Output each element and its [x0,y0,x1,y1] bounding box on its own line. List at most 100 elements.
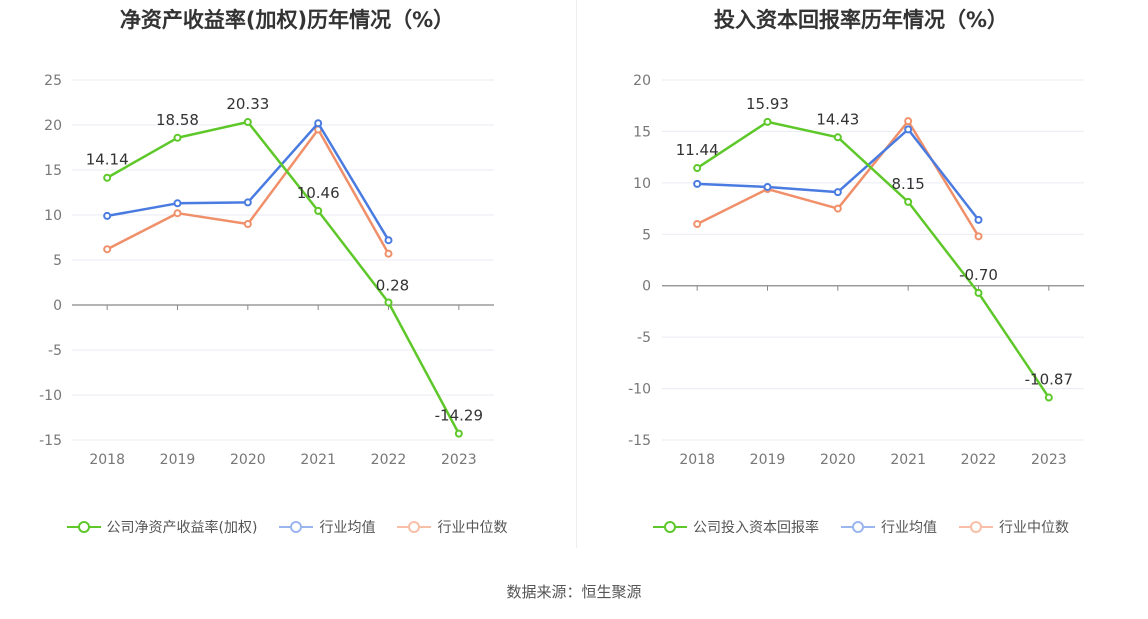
legend-item-median[interactable]: 行业中位数 [397,517,507,537]
legend-line-circle-icon [279,520,314,534]
y-tick-label: 15 [44,163,62,179]
data-label: 18.58 [156,111,199,129]
data-point-company[interactable] [763,117,772,126]
x-tick-label: 2022 [371,452,407,468]
legend-item-avg[interactable]: 行业均值 [841,517,937,537]
y-tick-label: 15 [633,124,651,140]
data-point-median[interactable] [173,209,182,218]
data-point-median[interactable] [833,204,842,213]
roic-chart-panel: 投入资本回报率历年情况（%） 20 15 10 5 0 -5 -10 -15 2018 2019 2… [574,0,1148,560]
x-tick-label: 2023 [441,452,477,468]
x-tick-label: 2022 [961,452,997,468]
data-point-company[interactable] [103,173,112,182]
data-label: -14.29 [435,407,483,425]
roic-line-chart: 20 15 10 5 0 -5 -10 -15 2018 2019 2020 2021 2022 2023… [628,73,1084,468]
legend-label: 公司净资产收益率(加权) [106,520,258,536]
x-tick-label: 2023 [1031,452,1067,468]
data-point-median[interactable] [904,117,913,126]
data-point-company[interactable] [904,197,913,206]
legend-label: 公司投入资本回报率 [693,520,819,536]
data-source-note: 数据来源：恒生聚源 [506,583,642,601]
data-point-company[interactable] [243,118,252,127]
data-label: -0.70 [959,266,998,284]
data-point-avg[interactable] [693,179,702,188]
data-point-company[interactable] [173,133,182,142]
legend-label: 行业均值 [881,520,937,536]
y-tick-label: 25 [44,73,62,89]
x-tick-label: 2018 [89,452,125,468]
data-point-avg[interactable] [833,188,842,197]
y-tick-label: 5 [53,253,62,269]
data-point-avg[interactable] [974,215,983,224]
data-point-avg[interactable] [103,211,112,220]
data-point-avg[interactable] [384,236,393,245]
data-point-company[interactable] [693,164,702,173]
data-point-avg[interactable] [763,182,772,191]
legend-label: 行业均值 [319,520,376,536]
y-tick-label: -15 [39,433,62,449]
y-tick-label: -5 [48,343,62,359]
y-tick-label: 0 [53,298,62,314]
series-line-company [106,120,460,435]
y-tick-label: 0 [642,279,651,295]
y-tick-label: 5 [642,227,651,243]
x-tick-label: 2019 [160,452,196,468]
chart-legend: 公司净资产收益率(加权) 行业均值 行业中位数 [0,517,574,537]
data-label: 14.43 [816,110,859,128]
y-tick-label: -15 [628,433,651,449]
y-tick-label: -10 [39,388,62,404]
y-tick-label: -5 [637,330,651,346]
legend-line-circle-icon [397,520,432,534]
data-point-avg[interactable] [314,119,323,128]
data-point-avg[interactable] [173,199,182,208]
legend-item-avg[interactable]: 行业均值 [279,517,375,537]
data-point-median[interactable] [243,220,252,228]
y-tick-label: 10 [44,208,62,224]
x-tick-label: 2020 [820,452,856,468]
data-point-company[interactable] [454,429,463,438]
data-point-company[interactable] [314,206,323,215]
x-tick-label: 2018 [679,452,715,468]
data-label: 20.33 [226,95,269,113]
y-tick-label: 10 [633,176,651,192]
x-tick-label: 2021 [890,452,926,468]
y-tick-label: 20 [633,73,651,89]
legend-line-circle-icon [653,520,687,534]
legend-item-median[interactable]: 行业中位数 [959,517,1069,537]
data-point-company[interactable] [833,133,842,142]
data-point-company[interactable] [384,298,393,307]
data-label: 10.46 [297,184,340,202]
x-tick-label: 2019 [750,452,786,468]
data-point-avg[interactable] [904,125,913,134]
legend-label: 行业中位数 [437,520,508,536]
data-point-median[interactable] [693,220,702,228]
legend-line-circle-icon [841,520,875,534]
legend-line-circle-icon [66,520,101,534]
data-point-avg[interactable] [243,198,252,207]
data-label: 15.93 [746,95,789,113]
panel-divider [576,0,577,548]
data-label: 0.28 [376,276,409,294]
data-label: 14.14 [86,151,129,169]
chart-title: 净资产收益率(加权)历年情况（%） [119,8,455,32]
data-point-median[interactable] [103,245,112,254]
legend-item-company[interactable]: 公司净资产收益率(加权) [66,517,258,537]
y-tick-label: -10 [628,382,651,398]
data-point-company[interactable] [1044,393,1053,402]
roe-chart-panel: 净资产收益率(加权)历年情况（%） 25 20 15 10 5 0 -5 -10 -15 2018… [0,0,574,560]
legend-line-circle-icon [959,520,993,534]
data-label: 8.15 [891,175,924,193]
x-tick-label: 2020 [230,452,266,468]
data-point-company[interactable] [974,288,983,297]
chart-legend: 公司投入资本回报率 行业均值 行业中位数 [574,517,1148,537]
legend-label: 行业中位数 [999,520,1069,536]
data-point-median[interactable] [974,232,983,241]
data-label: -10.87 [1025,371,1073,389]
series-line-company [696,120,1050,399]
data-point-median[interactable] [384,249,393,258]
series-line-median [106,128,390,255]
roe-line-chart: 25 20 15 10 5 0 -5 -10 -15 2018 2019 2020 2021 2022 20… [39,73,494,468]
data-label: 11.44 [676,141,719,159]
chart-title: 投入资本回报率历年情况（%） [713,8,1009,32]
legend-item-company[interactable]: 公司投入资本回报率 [653,517,819,537]
